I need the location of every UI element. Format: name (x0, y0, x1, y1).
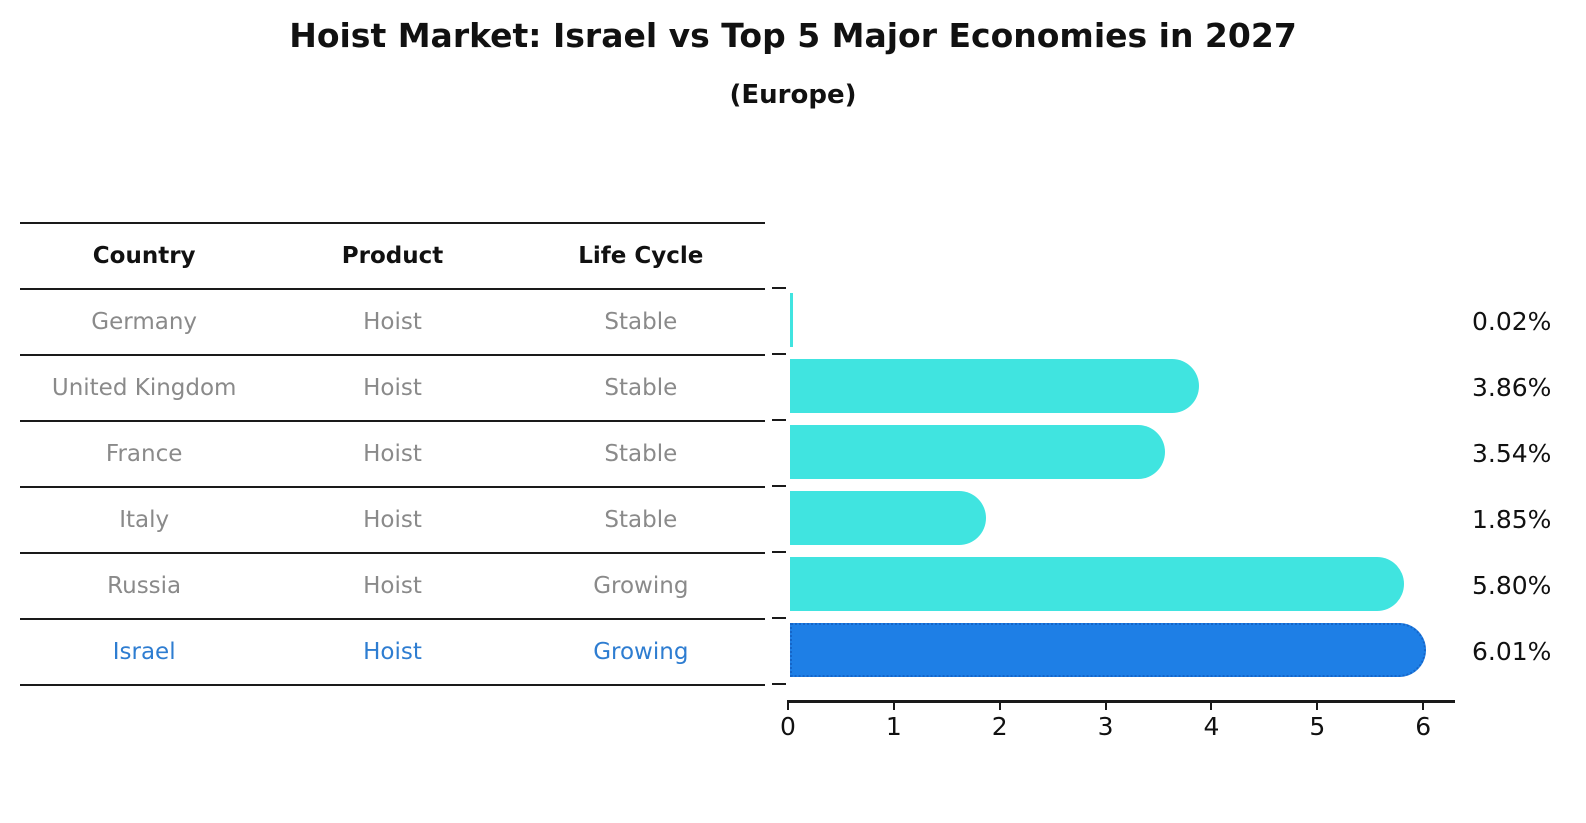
table-row-france: France Hoist Stable (20, 422, 765, 488)
value-label-israel: 6.01% (1472, 636, 1552, 666)
y-axis-tick (772, 617, 786, 619)
x-axis-tick-label: 2 (991, 712, 1008, 741)
column-header-product: Product (341, 243, 444, 269)
x-axis-tick-label: 3 (1097, 712, 1114, 741)
x-axis-tick-label: 5 (1309, 712, 1326, 741)
life-cycle-cell: Stable (604, 441, 678, 467)
product-cell: Hoist (363, 441, 422, 467)
bar-band-france (788, 420, 1455, 486)
bar-russia (790, 557, 1405, 611)
life-cycle-cell: Stable (604, 507, 678, 533)
y-axis-tick (772, 287, 786, 289)
country-cell: Germany (91, 309, 198, 335)
bar-band-germany (788, 288, 1455, 354)
x-axis-tick (892, 700, 895, 710)
x-axis-tick-label: 6 (1415, 712, 1432, 741)
bar-band-united-kingdom (788, 354, 1455, 420)
bar-germany (790, 293, 793, 347)
table-header-row: Country Product Life Cycle (20, 224, 765, 290)
column-header-life-cycle: Life Cycle (578, 243, 704, 269)
country-cell: Italy (119, 507, 170, 533)
country-cell: France (105, 441, 183, 467)
table-row-germany: Germany Hoist Stable (20, 290, 765, 356)
product-cell: Hoist (363, 639, 422, 665)
x-axis-tick-label: 4 (1203, 712, 1220, 741)
life-cycle-cell: Growing (593, 573, 689, 599)
x-axis-tick (1316, 700, 1319, 710)
country-cell: Russia (107, 573, 182, 599)
x-axis-tick (1210, 700, 1213, 710)
x-axis: 0 1 2 3 4 5 6 (780, 700, 1455, 741)
product-cell: Hoist (363, 507, 422, 533)
x-axis-tick (1422, 700, 1425, 710)
x-axis-tick-label: 0 (780, 712, 796, 741)
column-header-country: Country (92, 243, 196, 269)
table-row-israel: Israel Hoist Growing (20, 620, 765, 686)
x-axis-tick (1104, 700, 1107, 710)
product-cell: Hoist (363, 375, 422, 401)
y-axis-tick (772, 485, 786, 487)
country-cell: United Kingdom (51, 375, 237, 401)
bar-france (790, 425, 1165, 479)
product-cell: Hoist (363, 309, 422, 335)
bar-band-italy (788, 486, 1455, 552)
bar-band-israel (788, 618, 1455, 684)
y-axis-tick (772, 683, 786, 685)
y-axis-tick (772, 353, 786, 355)
value-label-italy: 1.85% (1472, 504, 1552, 534)
bar-italy (790, 491, 986, 545)
chart-subtitle: (Europe) (729, 80, 857, 110)
bar-israel (790, 623, 1427, 677)
value-label-russia: 5.80% (1472, 570, 1552, 600)
table-row-russia: Russia Hoist Growing (20, 554, 765, 620)
product-cell: Hoist (363, 573, 422, 599)
value-label-france: 3.54% (1472, 438, 1552, 468)
y-axis-tick (772, 551, 786, 553)
life-cycle-cell: Stable (604, 375, 678, 401)
value-label-germany: 0.02% (1472, 306, 1552, 336)
life-cycle-cell: Stable (604, 309, 678, 335)
x-axis-tick (787, 700, 789, 710)
value-label-united-kingdom: 3.86% (1472, 372, 1552, 402)
chart-title: Hoist Market: Israel vs Top 5 Major Econ… (289, 16, 1297, 55)
bar-band-russia (788, 552, 1455, 618)
bar-united-kingdom (790, 359, 1199, 413)
table-row-united-kingdom: United Kingdom Hoist Stable (20, 356, 765, 422)
life-cycle-cell: Growing (593, 639, 689, 665)
y-axis-tick (772, 419, 786, 421)
x-axis-tick (998, 700, 1001, 710)
country-table: Country Product Life Cycle Germany Hoist… (20, 222, 765, 686)
x-axis-tick-label: 1 (885, 712, 902, 741)
bar-plot-area (772, 287, 1455, 703)
country-cell: Israel (112, 639, 176, 665)
table-row-italy: Italy Hoist Stable (20, 488, 765, 554)
